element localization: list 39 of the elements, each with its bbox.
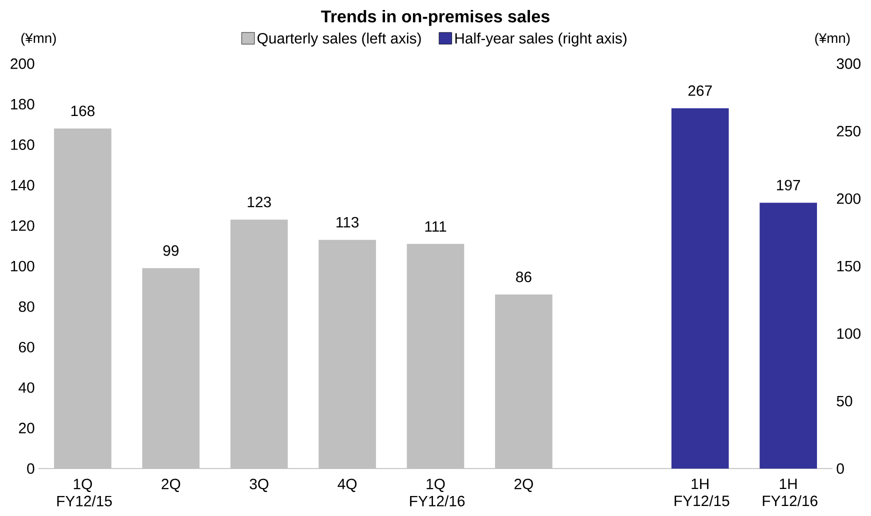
y-tick-label: 120 [11,220,34,231]
data-label: 197 [777,180,800,190]
y-tick-label: 80 [18,301,34,312]
y-axis-title: (¥mn) [21,32,56,46]
y-tick-label: 140 [11,180,34,190]
legend-label: Half-year sales (right axis) [455,32,626,46]
x-tick-label: 4Q [338,478,357,492]
y-tick-label: 60 [19,342,34,352]
x-tick-label: 1H FY12/16 [762,478,818,506]
y2-tick-label: 100 [837,328,860,339]
y-tick-label: 100 [11,260,34,272]
x-tick-label: 2Q [162,478,180,492]
y-tick-label: 40 [18,382,34,393]
legend-label: Quarterly sales (left axis) [258,32,421,46]
y2-tick-label: 200 [836,193,860,204]
y-tick-label: 0 [27,463,34,474]
data-label: 168 [71,105,94,116]
y2-tick-label: 250 [836,126,860,136]
x-tick-label: 1Q FY12/15 [57,478,112,506]
data-label: 99 [163,245,178,256]
data-label: 113 [336,216,359,228]
data-label: 123 [248,196,271,208]
y2-axis-title: (¥mn) [815,32,850,46]
y-tick-label: 20 [19,422,34,434]
y2-tick-label: 150 [837,260,860,272]
y2-tick-label: 300 [836,58,860,69]
x-tick-label: 1Q FY12/16 [410,478,465,506]
chart-title: Trends in on-premises sales [321,10,550,26]
x-tick-label: 2Q [514,478,533,492]
y-tick-label: 200 [10,58,34,69]
data-label: 111 [425,221,446,232]
data-label: 86 [516,271,532,282]
y-tick-label: 160 [11,139,34,150]
x-tick-label: 3Q [250,478,268,492]
x-tick-label: 1H FY12/15 [674,478,730,506]
data-label: 267 [688,85,712,96]
y2-tick-label: 50 [836,396,852,406]
y-tick-label: 180 [11,98,34,110]
y2-tick-label: 0 [836,463,844,474]
